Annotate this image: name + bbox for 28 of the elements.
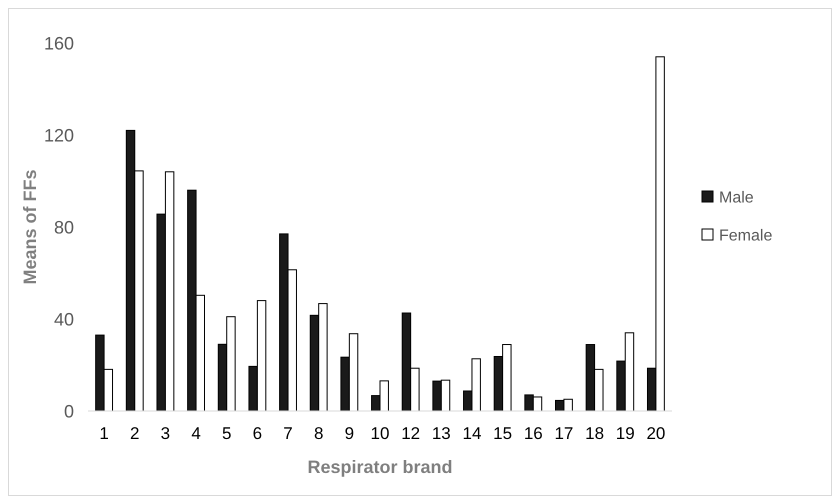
x-tick-label: 13 [432,424,451,443]
x-tick-label: 6 [252,424,262,443]
y-axis-title: Means of FFs [20,169,40,285]
x-tick-label: 20 [646,424,666,443]
x-tick-label: 18 [585,424,604,443]
x-tick-label: 1 [99,424,109,443]
x-tick-label: 9 [344,424,354,443]
y-tick-label: 80 [54,217,74,238]
x-tick-label: 3 [160,424,170,443]
legend-label: Female [719,228,772,245]
legend-label: Male [719,190,754,207]
x-tick-label: 17 [554,424,574,443]
x-tick-label: 5 [222,424,232,443]
x-tick-label: 2 [130,424,140,443]
x-tick-label: 14 [462,424,482,443]
y-tick-label: 0 [64,401,74,422]
x-tick-label: 19 [616,424,635,443]
x-tick-label: 4 [191,424,201,443]
x-tick-label: 8 [314,424,324,443]
y-tick-label: 40 [54,309,74,330]
x-tick-label: 12 [401,424,420,443]
x-axis-title: Respirator brand [307,457,453,477]
x-tick-label: 15 [493,424,512,443]
y-tick-label: 160 [44,33,74,54]
x-tick-label: 16 [524,424,543,443]
x-tick-label: 10 [370,424,390,443]
y-tick-label: 120 [44,125,74,146]
x-tick-label: 7 [283,424,293,443]
